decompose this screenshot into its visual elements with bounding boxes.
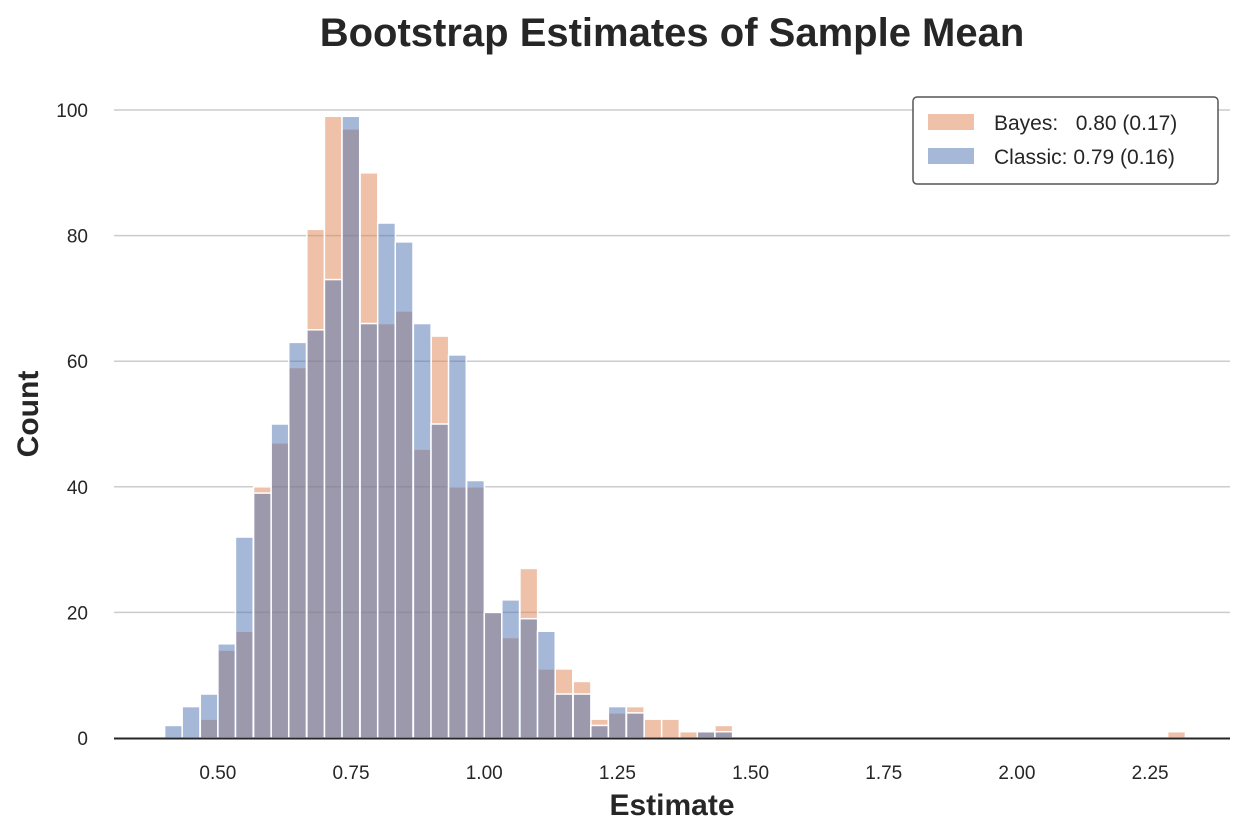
x-tick-label: 2.00 (998, 763, 1035, 784)
bar-classic (234, 536, 254, 739)
legend-swatch-bayes (928, 114, 974, 130)
bar-classic (590, 724, 610, 739)
bar-classic (554, 693, 574, 739)
legend-box (912, 96, 1219, 185)
y-ticks: 0 20 40 60 80 100 (56, 101, 88, 750)
bar-classic (306, 329, 326, 739)
bar-classic (359, 322, 379, 739)
bar-classic (696, 730, 716, 739)
bar-classic (714, 730, 734, 739)
chart-title: Bootstrap Estimates of Sample Mean (320, 11, 1025, 55)
bar-classic (341, 115, 361, 739)
bar-classic (501, 599, 521, 739)
bar-classic (323, 278, 343, 739)
bar-classic (607, 705, 627, 739)
legend: Bayes: 0.80 (0.17) Classic: 0.79 (0.16) (912, 96, 1219, 185)
x-tick-label: 1.00 (466, 763, 503, 784)
bar-classic (394, 241, 414, 739)
bar-classic (572, 693, 592, 739)
bar-classic (287, 341, 308, 739)
bar-bayes (678, 730, 699, 739)
bar-classic (519, 617, 539, 739)
bar-classic (181, 705, 201, 739)
bar-classic (483, 611, 503, 739)
x-tick-label: 1.50 (732, 763, 769, 784)
x-tick-label: 1.25 (599, 763, 636, 784)
bar-classic (270, 423, 290, 739)
legend-swatch-classic (928, 148, 974, 164)
bar-classic (625, 712, 645, 739)
bar-classic (536, 630, 556, 739)
bar-classic (376, 222, 397, 739)
y-tick-label: 20 (67, 603, 88, 624)
bar-classic (412, 322, 432, 739)
x-ticks: 0.50 0.75 1.00 1.25 1.50 1.75 2.00 2.25 (199, 763, 1168, 784)
bar-classic (252, 492, 273, 739)
bar-classic (430, 423, 450, 739)
y-tick-label: 0 (77, 729, 88, 750)
bar-classic (465, 479, 486, 739)
bar-bayes (1166, 730, 1187, 739)
y-axis-label: Count (12, 371, 45, 458)
bar-classic (163, 724, 184, 739)
legend-label-bayes: Bayes: 0.80 (0.17) (994, 112, 1177, 135)
bar-bayes (660, 718, 681, 739)
x-axis-label: Estimate (609, 789, 734, 822)
x-tick-label: 1.75 (865, 763, 902, 784)
bar-bayes (643, 718, 663, 739)
bar-classic (199, 693, 219, 739)
y-tick-label: 80 (67, 227, 88, 248)
x-tick-label: 0.75 (333, 763, 370, 784)
bar-classic (217, 643, 237, 739)
legend-label-classic: Classic: 0.79 (0.16) (994, 146, 1175, 169)
x-tick-label: 0.50 (199, 763, 236, 784)
y-tick-label: 100 (56, 101, 88, 122)
bars (163, 115, 1187, 739)
y-tick-label: 40 (67, 478, 88, 499)
y-tick-label: 60 (67, 352, 88, 373)
bar-classic (447, 354, 468, 739)
x-tick-label: 2.25 (1132, 763, 1169, 784)
